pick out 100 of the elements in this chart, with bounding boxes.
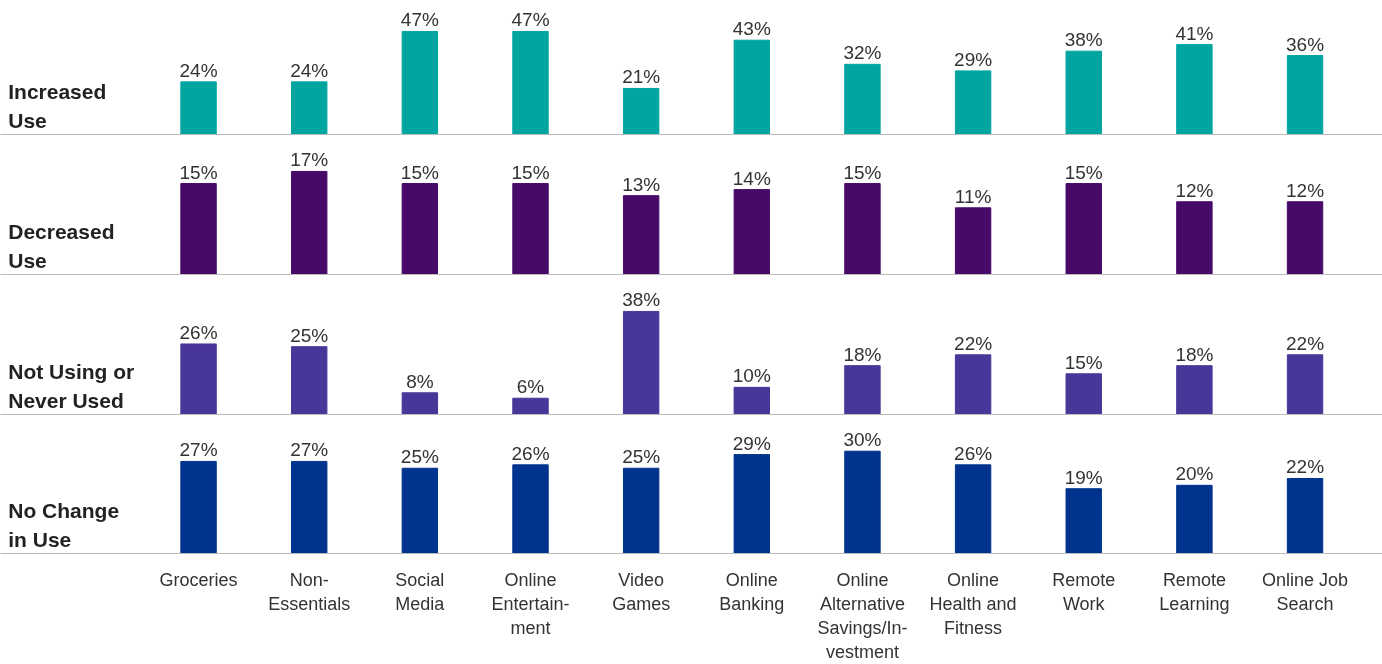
bar bbox=[733, 189, 771, 275]
data-label: 10% bbox=[732, 365, 771, 387]
bar bbox=[180, 81, 217, 135]
bar bbox=[1065, 183, 1102, 275]
bar bbox=[291, 81, 328, 135]
data-label: 26% bbox=[179, 321, 218, 343]
bar bbox=[180, 460, 217, 554]
bar bbox=[1286, 55, 1324, 135]
data-label: 12% bbox=[1175, 179, 1214, 201]
data-label: 24% bbox=[179, 59, 218, 81]
data-label: 47% bbox=[400, 9, 439, 31]
bar bbox=[1286, 477, 1324, 554]
data-label: 25% bbox=[622, 446, 661, 468]
bar bbox=[954, 70, 992, 135]
data-label: 17% bbox=[290, 149, 329, 171]
data-label: 26% bbox=[954, 442, 993, 464]
data-label: 18% bbox=[843, 343, 882, 365]
data-label: 36% bbox=[1286, 33, 1325, 55]
x-tick-label: Online Health and Fitness bbox=[929, 569, 1017, 638]
bar bbox=[1286, 354, 1324, 415]
bar bbox=[180, 183, 217, 275]
x-tick-label: Online Job Search bbox=[1262, 569, 1349, 614]
x-tick-label: Online Banking bbox=[719, 569, 785, 614]
data-label: 13% bbox=[622, 173, 661, 195]
data-label: 15% bbox=[1064, 161, 1103, 183]
bar bbox=[622, 467, 660, 554]
bar bbox=[1176, 365, 1213, 415]
bar bbox=[512, 464, 549, 554]
bar bbox=[401, 467, 439, 554]
bar bbox=[401, 392, 439, 415]
x-tick-label: Groceries bbox=[159, 569, 238, 590]
bar bbox=[954, 207, 992, 275]
data-label: 8% bbox=[406, 370, 434, 392]
bar bbox=[844, 365, 881, 415]
bar bbox=[291, 170, 328, 275]
data-label: 29% bbox=[954, 48, 993, 70]
data-label: 25% bbox=[400, 446, 439, 468]
bar bbox=[1176, 484, 1213, 554]
data-label: 38% bbox=[622, 289, 661, 311]
data-label: 6% bbox=[516, 376, 545, 398]
bar bbox=[733, 454, 771, 554]
data-label: 30% bbox=[843, 429, 882, 451]
bar bbox=[1065, 50, 1102, 135]
data-label: 15% bbox=[511, 161, 550, 183]
bar bbox=[512, 30, 549, 135]
x-tick-label: Online Entertain- ment bbox=[491, 569, 570, 638]
x-tick-label: Social Media bbox=[395, 569, 446, 614]
data-label: 38% bbox=[1064, 29, 1103, 51]
x-tick-label: Remote Work bbox=[1052, 569, 1116, 614]
bar bbox=[622, 310, 660, 415]
x-tick-label: Online Alternative Savings/In- vestment bbox=[817, 569, 908, 662]
bar bbox=[733, 39, 771, 135]
bar bbox=[1065, 488, 1102, 554]
data-label: 15% bbox=[843, 161, 882, 183]
bar bbox=[291, 346, 328, 415]
data-label: 15% bbox=[400, 161, 439, 183]
bar bbox=[291, 460, 328, 554]
bar bbox=[1065, 373, 1102, 415]
data-label: 27% bbox=[179, 439, 218, 461]
bar bbox=[622, 87, 660, 135]
y-axis-title: Not Using or Never Used bbox=[8, 359, 135, 413]
bar bbox=[954, 464, 992, 554]
bar bbox=[1286, 201, 1324, 275]
bar bbox=[1176, 201, 1213, 275]
bar bbox=[622, 195, 660, 275]
data-label: 29% bbox=[732, 432, 771, 454]
data-label: 47% bbox=[511, 9, 550, 31]
y-axis-title: No Change in Use bbox=[8, 498, 120, 552]
data-label: 18% bbox=[1175, 343, 1214, 365]
x-tick-label: Non- Essentials bbox=[268, 569, 351, 614]
data-label: 43% bbox=[732, 18, 771, 40]
bar bbox=[180, 343, 217, 415]
data-label: 24% bbox=[290, 59, 329, 81]
x-tick-label: Remote Learning bbox=[1159, 569, 1230, 614]
bar bbox=[1176, 44, 1213, 135]
x-tick-label: Video Games bbox=[612, 569, 671, 614]
y-axis-title: Increased Use bbox=[8, 79, 107, 133]
bar bbox=[733, 386, 771, 415]
bar bbox=[512, 183, 549, 275]
bar bbox=[844, 450, 881, 554]
data-label: 26% bbox=[511, 442, 550, 464]
data-label: 14% bbox=[732, 167, 771, 189]
data-label: 25% bbox=[290, 324, 329, 346]
data-label: 27% bbox=[290, 439, 329, 461]
bar bbox=[954, 354, 992, 415]
bar bbox=[401, 183, 439, 275]
data-label: 11% bbox=[954, 185, 992, 207]
data-label: 21% bbox=[622, 66, 661, 88]
bar bbox=[401, 30, 439, 135]
data-label: 15% bbox=[179, 161, 218, 183]
data-label: 15% bbox=[1064, 351, 1103, 373]
data-label: 20% bbox=[1175, 463, 1214, 485]
data-label: 32% bbox=[843, 42, 882, 64]
bar bbox=[512, 397, 549, 415]
bar bbox=[844, 63, 881, 135]
data-label: 22% bbox=[954, 332, 993, 354]
data-label: 22% bbox=[1286, 456, 1325, 478]
data-label: 41% bbox=[1175, 22, 1214, 44]
data-label: 19% bbox=[1064, 466, 1103, 488]
data-label: 22% bbox=[1286, 332, 1325, 354]
